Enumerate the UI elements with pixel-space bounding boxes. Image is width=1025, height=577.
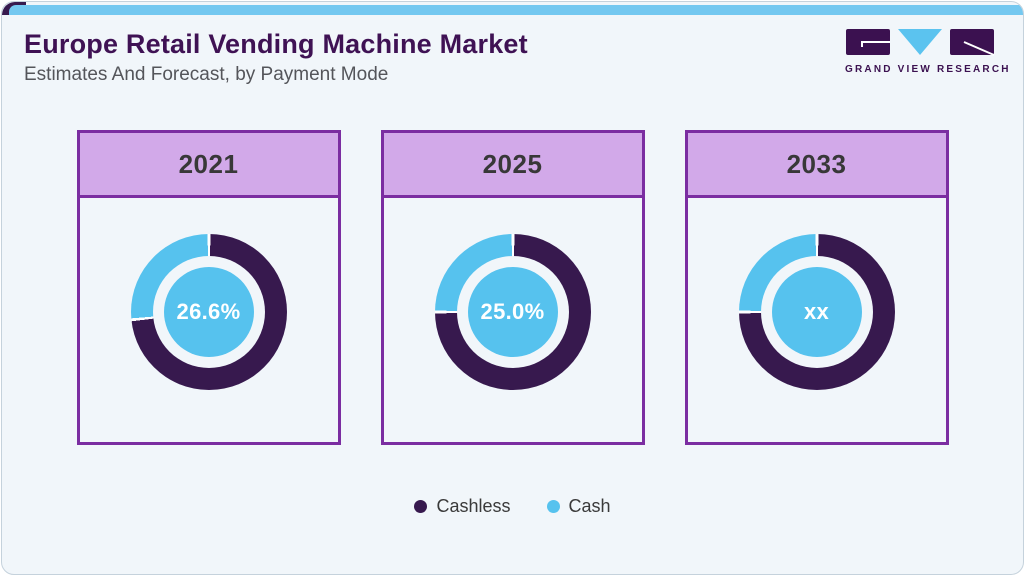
page-title: Europe Retail Vending Machine Market bbox=[24, 29, 528, 59]
top-accent-bar bbox=[9, 5, 1023, 15]
year-label: 2025 bbox=[482, 148, 543, 179]
year-card-body: 25.0% bbox=[384, 198, 642, 445]
donut-center-value: xx bbox=[771, 267, 862, 357]
cashless-legend-dot-icon bbox=[414, 500, 428, 513]
gvr-logo: GRAND VIEW RESEARCH bbox=[845, 28, 1011, 75]
donut-cards-row: 2021 26.6% 2025 25.0% 2033 bbox=[2, 130, 1023, 445]
year-card-header: 2021 bbox=[79, 133, 338, 198]
donut-chart: 26.6% bbox=[130, 234, 287, 390]
gvr-logo-wordmark: GRAND VIEW RESEARCH bbox=[845, 64, 1011, 75]
year-card-header: 2033 bbox=[687, 133, 946, 198]
donut-chart: 25.0% bbox=[434, 234, 591, 390]
chart-legend: Cashless Cash bbox=[2, 496, 1023, 517]
cash-legend-dot-icon bbox=[546, 500, 560, 513]
donut-hole: xx bbox=[760, 256, 873, 368]
year-card-header: 2025 bbox=[383, 133, 642, 198]
header: Europe Retail Vending Machine Market Est… bbox=[2, 2, 1023, 86]
donut-hole: 25.0% bbox=[456, 256, 569, 368]
donut-center-value: 26.6% bbox=[163, 267, 254, 357]
donut-chart: xx bbox=[738, 234, 895, 390]
year-card-body: 26.6% bbox=[80, 198, 338, 445]
year-label: 2033 bbox=[786, 148, 847, 179]
legend-item-cash: Cash bbox=[546, 496, 611, 517]
page-subtitle: Estimates And Forecast, by Payment Mode bbox=[24, 64, 389, 85]
year-card-body: xx bbox=[688, 198, 946, 445]
legend-label: Cashless bbox=[436, 496, 511, 516]
donut-hole: 26.6% bbox=[152, 256, 265, 368]
donut-center-value: 25.0% bbox=[467, 267, 558, 357]
legend-label: Cash bbox=[568, 496, 611, 516]
year-card: 2021 26.6% bbox=[76, 130, 341, 445]
year-card: 2025 25.0% bbox=[380, 130, 645, 445]
gvr-logo-icon bbox=[846, 29, 995, 56]
year-card: 2033 xx bbox=[684, 130, 949, 445]
legend-item-cashless: Cashless bbox=[414, 496, 511, 517]
year-label: 2021 bbox=[178, 148, 239, 179]
